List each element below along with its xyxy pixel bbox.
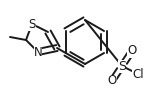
Text: S: S bbox=[28, 17, 36, 30]
Text: S: S bbox=[118, 60, 126, 72]
Text: N: N bbox=[34, 45, 42, 58]
Text: Cl: Cl bbox=[132, 67, 144, 80]
Text: O: O bbox=[127, 44, 137, 58]
Text: O: O bbox=[107, 75, 117, 88]
